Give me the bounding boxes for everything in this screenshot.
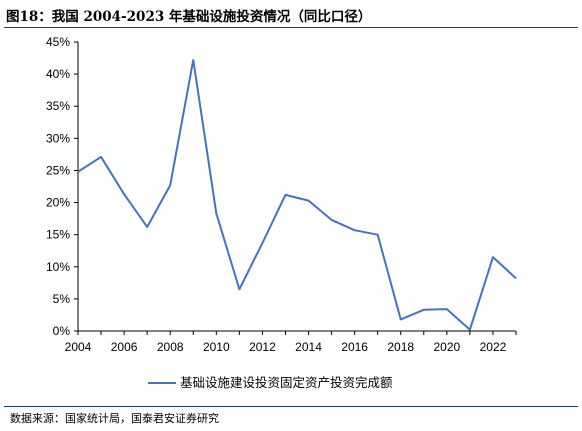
- y-tick-label: 0%: [53, 324, 71, 338]
- chart-axes: [77, 42, 516, 332]
- source-note: 数据来源：国家统计局，国泰君安证券研究: [10, 412, 219, 425]
- y-axis-ticks: 0% 5% 10% 15% 20% 25% 30% 35% 40% 45%: [46, 35, 78, 338]
- x-tick-label: 2012: [249, 340, 276, 354]
- y-tick-label: 15%: [46, 228, 70, 242]
- y-tick-label: 45%: [46, 35, 70, 49]
- y-tick-label: 5%: [53, 292, 71, 306]
- x-tick-label: 2008: [157, 340, 184, 354]
- y-tick-label: 25%: [46, 163, 70, 177]
- chart-legend: 基础设施建设投资固定资产投资完成额: [148, 375, 393, 390]
- y-tick-label: 30%: [46, 131, 70, 145]
- chart-title: 图18：我国 2004-2023 年基础设施投资情况（同比口径）: [6, 9, 372, 25]
- x-tick-label: 2010: [203, 340, 230, 354]
- chart-series: [77, 58, 517, 331]
- series-line: [77, 58, 517, 331]
- x-tick-label: 2006: [111, 340, 138, 354]
- x-tick-label: 2018: [387, 340, 414, 354]
- legend-label: 基础设施建设投资固定资产投资完成额: [180, 375, 393, 390]
- y-tick-label: 35%: [46, 99, 70, 113]
- x-tick-label: 2022: [480, 340, 507, 354]
- source-divider: [4, 406, 578, 407]
- y-tick-label: 10%: [46, 260, 70, 274]
- x-tick-label: 2020: [433, 340, 460, 354]
- y-tick-label: 20%: [46, 196, 70, 210]
- y-tick-label: 40%: [46, 67, 70, 81]
- x-tick-label: 2004: [65, 340, 92, 354]
- x-tick-label: 2016: [341, 340, 368, 354]
- x-tick-label: 2014: [295, 340, 322, 354]
- title-divider: [4, 27, 578, 28]
- x-axis-ticks: 2004 2006 2008 2010 2012 2014 2016 2018 2020 2022: [65, 331, 517, 354]
